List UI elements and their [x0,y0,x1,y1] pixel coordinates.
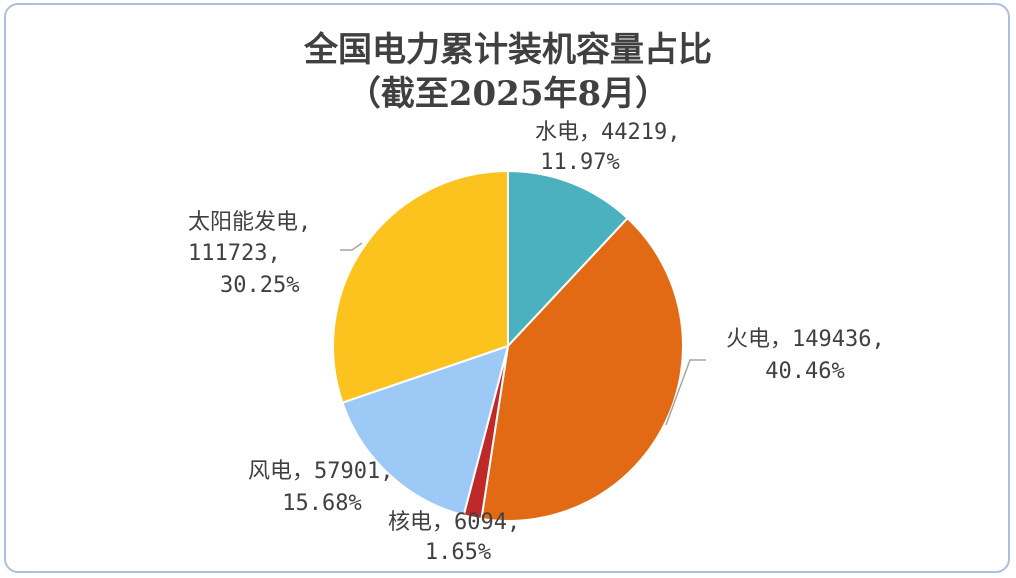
label-fengdian-line1: 风电，57901, [248,459,393,484]
label-hedian-line2: 1.65% [425,540,491,565]
chart-subtitle: （截至2025年8月） [346,74,670,114]
leader-line-huodian [665,359,706,426]
pie-slice-3 [341,344,510,517]
label-shuidian-line2: 11.97% [540,150,619,175]
pie-slice-4 [332,169,509,404]
label-huodian-line2: 40.46% [765,359,844,384]
label-huodian-line1: 火电，149436, [726,327,885,352]
pie-slice-0 [507,169,629,349]
label-taiyangneng-line2: 111723, [188,241,281,266]
leader-line-taiyangneng [340,242,363,251]
pie-slices [332,169,684,522]
label-shuidian-line1: 水电，44219, [535,120,680,145]
chart-title: 全国电力累计装机容量占比 [304,30,712,70]
pie-slice-1 [480,216,684,522]
label-hedian-line1: 核电，6094, [388,510,520,535]
leader-lines [340,242,706,426]
label-taiyangneng-line1: 太阳能发电, [188,210,311,235]
label-taiyangneng-line3: 30.25% [220,273,299,298]
label-fengdian-line2: 15.68% [282,491,361,516]
